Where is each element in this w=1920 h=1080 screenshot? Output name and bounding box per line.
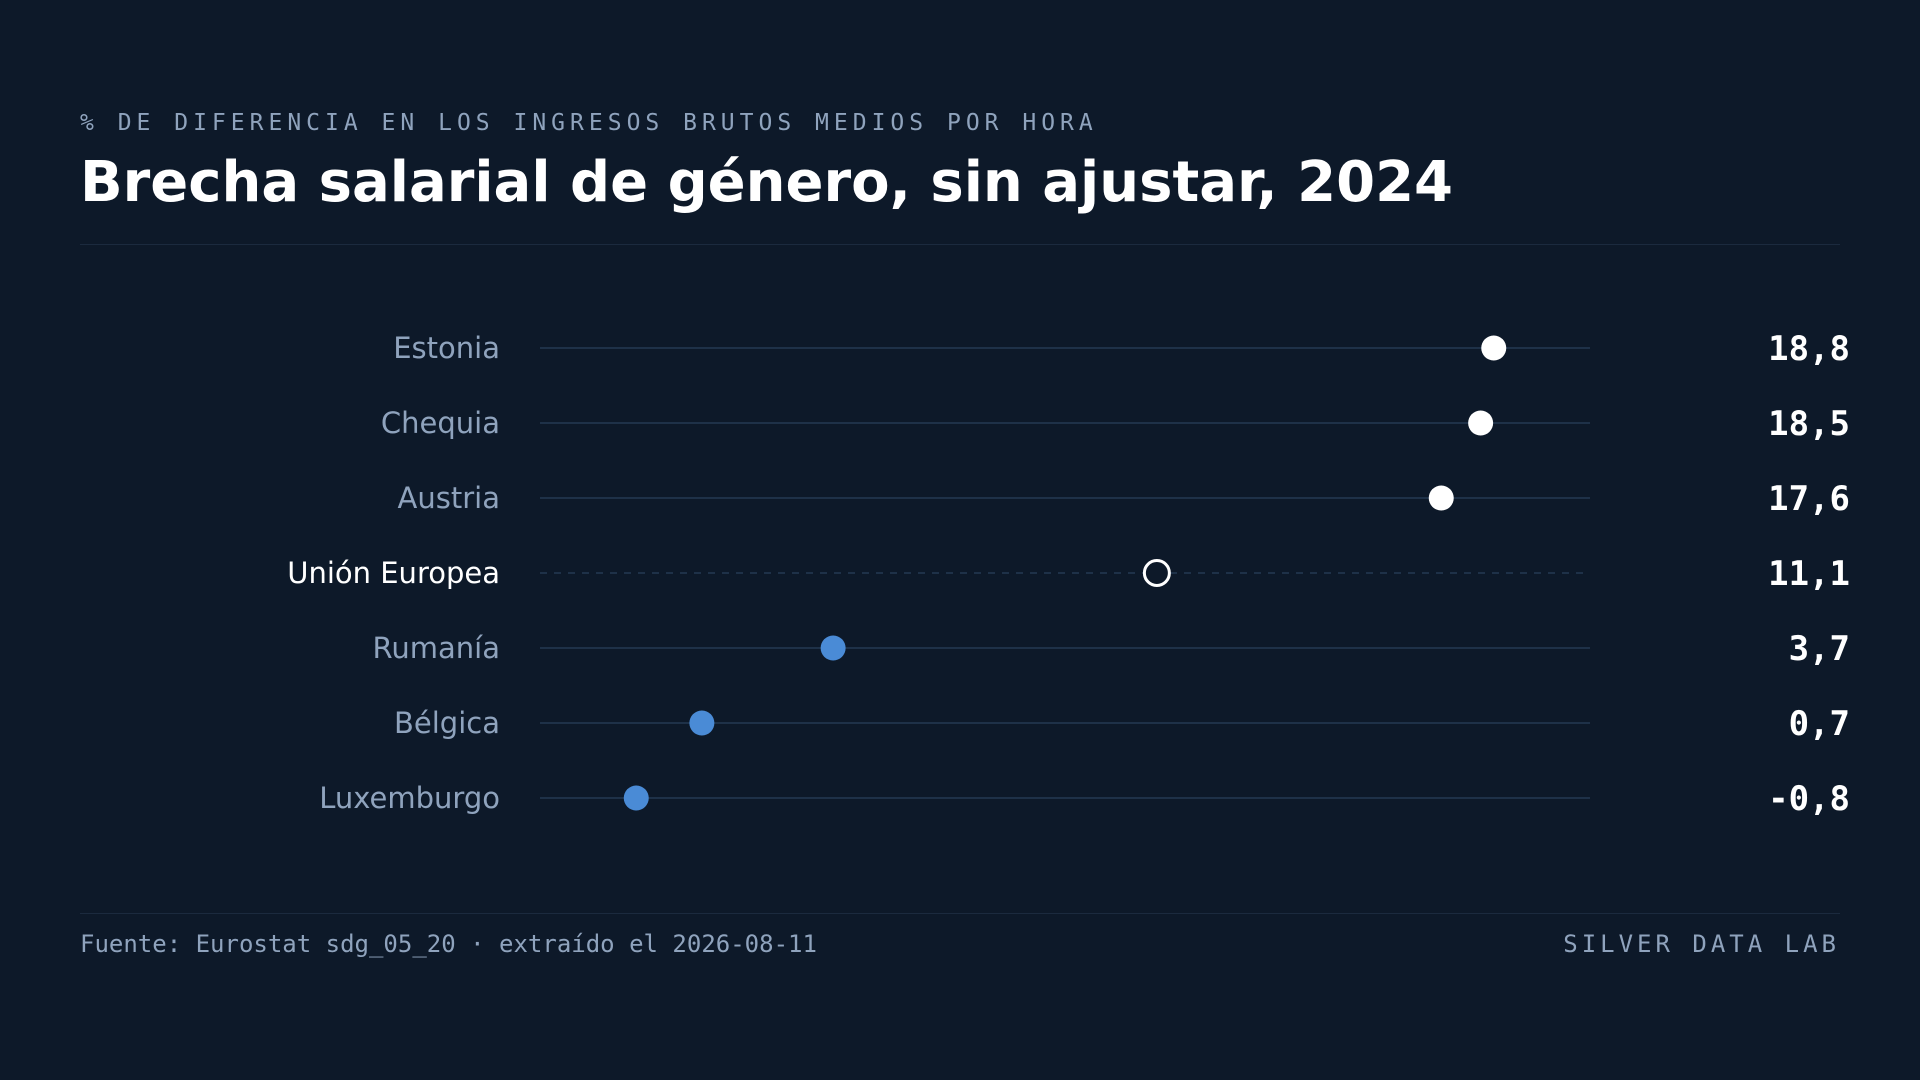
data-point — [1481, 335, 1507, 361]
data-point — [820, 635, 846, 661]
value-label: 0,7 — [1789, 704, 1850, 744]
category-label: Estonia — [393, 331, 500, 365]
category-label: Bélgica — [394, 706, 500, 740]
value-label: 17,6 — [1768, 479, 1850, 519]
category-label: Austria — [398, 481, 500, 515]
data-point — [623, 785, 649, 811]
category-label: Luxemburgo — [319, 781, 500, 815]
chart-title: Brecha salarial de género, sin ajustar, … — [80, 150, 1454, 215]
chart-subtitle: % DE DIFERENCIA EN LOS INGRESOS BRUTOS M… — [80, 110, 1098, 136]
value-label: 11,1 — [1768, 554, 1850, 594]
data-point-reference — [1142, 559, 1171, 587]
category-label: Rumanía — [373, 631, 500, 665]
category-label: Chequia — [381, 406, 500, 440]
data-point — [1428, 485, 1454, 511]
value-label: 18,8 — [1768, 329, 1850, 369]
data-point — [1468, 410, 1494, 436]
category-label: Unión Europea — [287, 556, 500, 590]
value-label: -0,8 — [1768, 779, 1850, 819]
value-label: 18,5 — [1768, 404, 1850, 444]
data-point — [689, 710, 715, 736]
footer-divider — [80, 913, 1840, 914]
source-note: Fuente: Eurostat sdg_05_20 · extraído el… — [80, 930, 817, 958]
header-divider — [80, 244, 1840, 245]
brand-label: SILVER DATA LAB — [1563, 930, 1840, 958]
value-label: 3,7 — [1789, 629, 1850, 669]
